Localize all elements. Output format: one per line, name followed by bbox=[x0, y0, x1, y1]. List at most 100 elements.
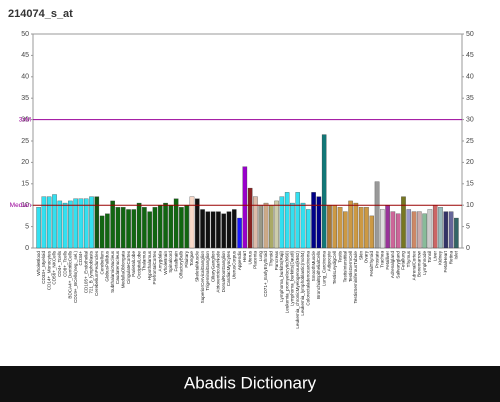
bar bbox=[417, 211, 422, 249]
x-tick-label: Pituitary bbox=[184, 250, 189, 267]
bar bbox=[46, 196, 52, 249]
x-tick-label: Leukemia_promyelocytic(hl60) bbox=[284, 251, 289, 314]
bar bbox=[232, 209, 237, 249]
x-tick-label: FetalHeart bbox=[443, 250, 448, 272]
y2-tick-label: 25 bbox=[466, 138, 474, 145]
x-tick-label: TestisSeminiferousTubule bbox=[353, 251, 358, 304]
bar bbox=[343, 211, 348, 249]
x-tick-label: Retina bbox=[448, 251, 453, 265]
x-tick-label: CD8+_Tcells bbox=[62, 250, 67, 277]
x-tick-label: Adrenalgland bbox=[390, 251, 395, 279]
y2-tick-label: 20 bbox=[466, 159, 474, 166]
x-tick-label: Lung_Carcinoma bbox=[321, 251, 326, 286]
y-tick-label: 50 bbox=[21, 31, 29, 38]
bar bbox=[263, 202, 269, 249]
x-tick-label: SmoothMuscle bbox=[311, 251, 316, 282]
bar bbox=[52, 194, 57, 249]
bar bbox=[269, 205, 274, 249]
bar bbox=[353, 202, 359, 249]
y-tick-label: 25 bbox=[21, 138, 29, 145]
bar bbox=[443, 211, 449, 249]
x-tick-label: SuperiorCervicalGanglion bbox=[200, 251, 205, 304]
x-tick-label: CD105+_Endothelial bbox=[83, 251, 88, 293]
x-tick-label: GlobusPallidus bbox=[105, 250, 110, 281]
x-tick-label: Placenta bbox=[253, 251, 258, 269]
bar bbox=[226, 211, 232, 249]
bar bbox=[332, 205, 338, 249]
bar bbox=[152, 207, 158, 249]
reference-label: 3xM bbox=[19, 116, 31, 123]
x-tick-label: Skin bbox=[358, 251, 363, 260]
bar bbox=[189, 196, 195, 249]
bar bbox=[131, 209, 137, 249]
x-tick-label: TestisLeydigCell bbox=[332, 251, 337, 284]
x-tick-label: CD4+_Tcells bbox=[57, 250, 62, 277]
bar bbox=[284, 192, 290, 249]
x-tick-label: OlfactoryBulb bbox=[179, 251, 184, 279]
bar bbox=[427, 209, 433, 249]
x-tick-label: 721_B_lymphoblasts bbox=[89, 250, 94, 293]
x-tick-label: TestisInterstitial bbox=[343, 251, 348, 282]
bar bbox=[316, 196, 322, 249]
bar bbox=[99, 215, 105, 249]
x-tick-label: Liver bbox=[432, 251, 437, 261]
bar bbox=[195, 198, 200, 249]
bar bbox=[62, 202, 68, 249]
y2-tick-label: 5 bbox=[466, 223, 470, 230]
y-tick-label: 35 bbox=[21, 95, 29, 102]
bar bbox=[454, 217, 459, 249]
x-tick-label: SubthalamicNucleus bbox=[110, 250, 115, 293]
y2-tick-label: 45 bbox=[466, 52, 474, 59]
x-tick-label: MedullaOblongata bbox=[120, 251, 125, 289]
bar bbox=[395, 213, 401, 249]
bar bbox=[358, 207, 364, 249]
bar bbox=[221, 213, 226, 249]
y2-tick-label: 35 bbox=[466, 95, 474, 102]
x-tick-label: Lymphoma_burkitts(Raji) bbox=[279, 251, 284, 302]
y-tick-label: 15 bbox=[21, 181, 29, 188]
bar bbox=[147, 211, 152, 249]
bar bbox=[279, 196, 285, 249]
x-tick-label: AtrioventricularNode bbox=[216, 251, 221, 293]
bar bbox=[374, 181, 380, 249]
x-tick-label: ParietalLobe bbox=[131, 251, 136, 277]
y2-tick-label: 0 bbox=[466, 245, 470, 252]
x-tick-label: Lung bbox=[258, 251, 263, 262]
x-tick-label: Adipocyte bbox=[327, 251, 332, 272]
bar bbox=[321, 134, 327, 249]
bar bbox=[184, 205, 189, 249]
bar bbox=[337, 207, 343, 249]
bar bbox=[242, 166, 248, 249]
y-tick-label: 45 bbox=[21, 52, 29, 59]
x-tick-label: Thyroid bbox=[269, 251, 274, 267]
bar bbox=[390, 211, 396, 249]
bar bbox=[300, 202, 306, 249]
x-tick-label: CingulateCortex bbox=[126, 250, 131, 284]
x-tick-label: CardiacMyocytes bbox=[226, 250, 231, 286]
x-tick-label: OccipitalLobe bbox=[136, 251, 141, 279]
bar bbox=[401, 196, 406, 249]
bar bbox=[78, 198, 84, 249]
x-tick-label: Cerebellum bbox=[99, 251, 104, 275]
bar bbox=[311, 192, 316, 249]
x-tick-label: TestisGermCell bbox=[348, 251, 353, 282]
x-tick-label: WholeBlood bbox=[36, 251, 41, 276]
y-tick-label: 5 bbox=[25, 223, 29, 230]
x-tick-label: Islet bbox=[454, 250, 459, 259]
y-tick-label: 10 bbox=[21, 202, 29, 209]
bar bbox=[94, 196, 100, 249]
y2-tick-label: 10 bbox=[466, 202, 474, 209]
bar bbox=[110, 200, 115, 249]
x-tick-label: Thymus bbox=[406, 250, 411, 267]
x-tick-label: Salivarygland bbox=[395, 251, 400, 279]
x-tick-label: BronchialEpithelialCells bbox=[316, 250, 321, 299]
bar bbox=[168, 205, 174, 249]
y2-tick-label: 50 bbox=[466, 31, 474, 38]
bar bbox=[411, 211, 417, 249]
bar bbox=[258, 205, 263, 249]
x-tick-label: TrigeminalGanglion bbox=[205, 251, 210, 291]
bar bbox=[438, 207, 443, 249]
x-tick-label: CD34+ bbox=[78, 251, 83, 266]
x-tick-label: CD71+_EarlyErythroid bbox=[263, 251, 268, 297]
